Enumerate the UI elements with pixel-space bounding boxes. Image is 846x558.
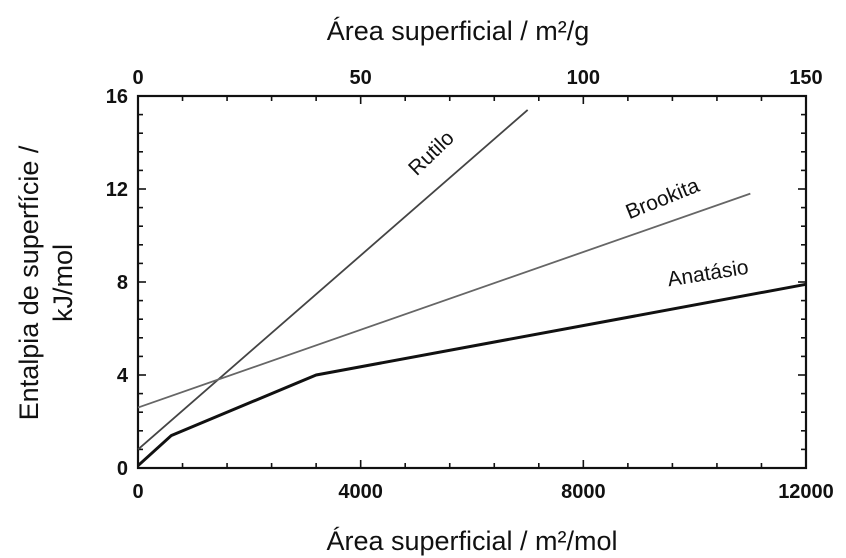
axis-ticks xyxy=(137,95,807,469)
y-tick-label: 0 xyxy=(117,458,128,480)
x-axis-title: Área superficial / m²/mol xyxy=(326,526,617,556)
series-label-rutilo: Rutilo xyxy=(404,126,459,180)
y-tick-label: 12 xyxy=(106,179,128,201)
x2-tick-label: 150 xyxy=(789,67,822,89)
x-tick-label: 8000 xyxy=(561,481,606,503)
y-tick-label: 4 xyxy=(117,365,129,387)
y-tick-label: 8 xyxy=(117,272,128,294)
x2-tick-label: 100 xyxy=(567,67,600,89)
x-tick-label: 12000 xyxy=(778,481,834,503)
top-x-axis-title: Área superficial / m²/g xyxy=(327,16,590,46)
series-label-anatasio: Anatásio xyxy=(666,256,750,292)
x2-tick-label: 0 xyxy=(132,67,143,89)
x2-tick-label: 50 xyxy=(350,67,372,89)
y-tick-label: 16 xyxy=(106,86,128,108)
series-lines xyxy=(136,109,807,467)
series-line-anatsio xyxy=(136,282,807,467)
series-line-brookita xyxy=(137,192,751,409)
x-tick-label: 0 xyxy=(132,481,143,503)
y-axis-title-line2: kJ/mol xyxy=(48,244,78,322)
series-label-brookita: Brookita xyxy=(623,174,703,224)
tick-labels: 0 4000 8000 12000 0 50 100 150 0 4 8 12 16 xyxy=(106,67,834,503)
series-line-rutilo xyxy=(137,109,529,451)
y-axis-title-line1: Entalpia de superfície / xyxy=(14,145,44,420)
x-tick-label: 4000 xyxy=(338,481,383,503)
